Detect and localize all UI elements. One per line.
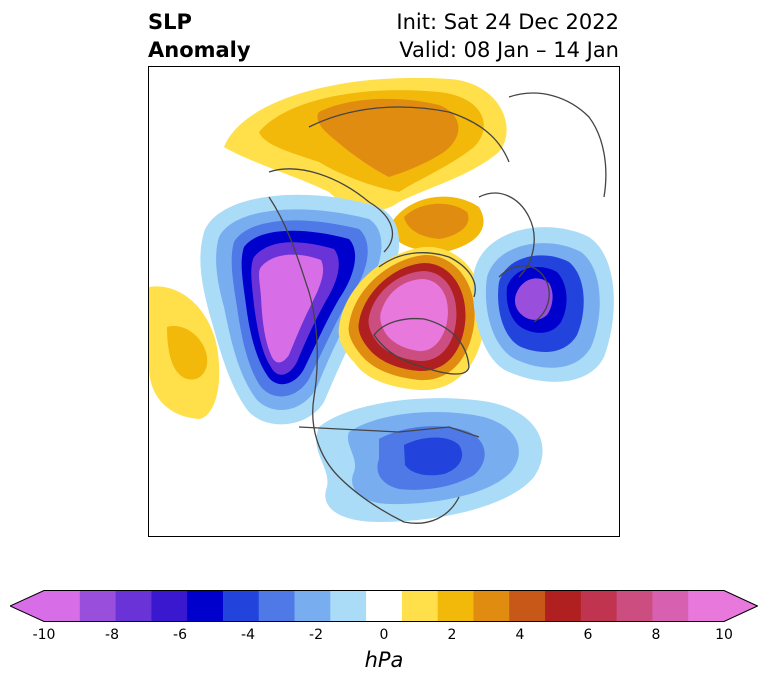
negative-anomaly-alaska <box>200 194 400 425</box>
colorbar-swatch <box>222 590 260 622</box>
colorbar-swatch <box>473 590 510 622</box>
anomaly-map <box>149 77 614 524</box>
colorbar-swatch <box>401 590 439 622</box>
negative-anomaly-scandinavia <box>473 227 614 382</box>
colorbar-swatch <box>294 590 331 622</box>
colorbar-tick-label: -2 <box>309 627 323 643</box>
positive-anomaly-pacific <box>149 286 220 419</box>
colorbar-tick-label: 2 <box>447 627 457 643</box>
colorbar-swatch <box>330 590 367 622</box>
init-date: Init: Sat 24 Dec 2022 <box>396 10 619 34</box>
colorbar <box>10 590 758 622</box>
colorbar-tick-label: 10 <box>715 627 733 643</box>
colorbar-tick-label: -10 <box>32 627 56 643</box>
colorbar-tick-label: -8 <box>105 627 119 643</box>
colorbar-swatch <box>44 590 81 622</box>
colorbar-swatch <box>545 590 582 622</box>
positive-anomaly-arctic <box>224 77 507 252</box>
colorbar-tick-label: 6 <box>583 627 593 643</box>
colorbar-tick-label: 4 <box>515 627 525 643</box>
colorbar-tick-label: 0 <box>379 627 389 643</box>
negative-anomaly-east-us <box>316 398 543 522</box>
colorbar-swatch <box>437 590 474 622</box>
colorbar-swatch <box>151 590 188 622</box>
colorbar-tick-labels: -10 -8 -6 -4 -2 0 2 4 6 8 10 <box>0 627 768 647</box>
colorbar-extend-max <box>724 590 758 622</box>
title-left: SLP Anomaly <box>148 8 251 64</box>
positive-anomaly-greenland <box>338 246 485 391</box>
colorbar-swatch <box>688 590 725 622</box>
colorbar-extend-min <box>10 590 44 622</box>
title-variable-sub: Anomaly <box>148 38 251 62</box>
title-variable: SLP <box>148 10 192 34</box>
colorbar-unit-label: hPa <box>364 648 404 672</box>
map-panel <box>148 66 620 537</box>
colorbar-swatch <box>258 590 296 622</box>
colorbar-swatches <box>10 590 758 622</box>
colorbar-tick-label: -6 <box>173 627 187 643</box>
colorbar-swatch <box>187 590 224 622</box>
valid-range: Valid: 08 Jan – 14 Jan <box>399 38 619 62</box>
coastlines <box>268 92 607 524</box>
colorbar-tick-label: -4 <box>241 627 255 643</box>
colorbar-swatch <box>509 590 546 622</box>
colorbar-swatch <box>580 590 618 622</box>
colorbar-swatch <box>79 590 117 622</box>
colorbar-swatch <box>652 590 689 622</box>
colorbar-swatch <box>115 590 152 622</box>
title-right: Init: Sat 24 Dec 2022 Valid: 08 Jan – 14… <box>396 8 619 64</box>
colorbar-swatch <box>616 590 653 622</box>
colorbar-tick-label: 8 <box>651 627 661 643</box>
colorbar-outline <box>10 590 758 622</box>
colorbar-swatch <box>366 590 403 622</box>
